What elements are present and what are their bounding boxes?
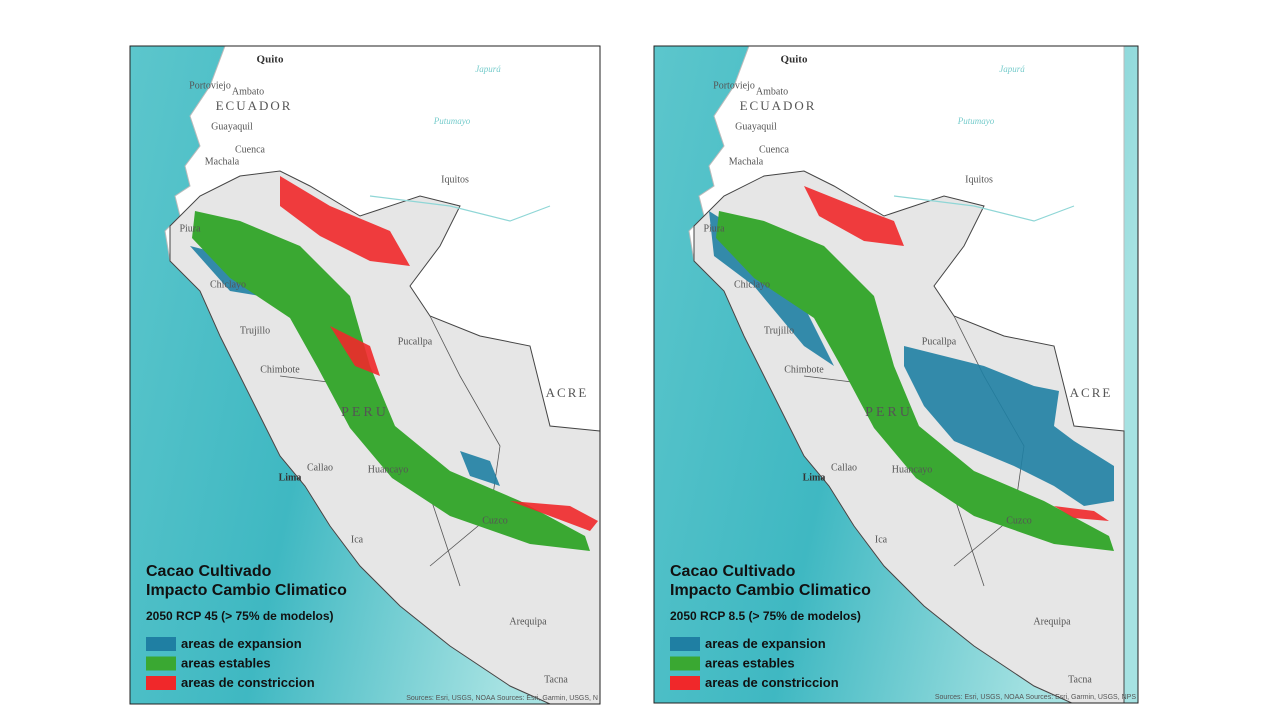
place-label: ECUADOR bbox=[216, 98, 293, 113]
legend-title: Cacao Cultivado bbox=[146, 563, 272, 580]
constriction-area bbox=[330, 326, 380, 376]
place-label: Huancayo bbox=[368, 464, 409, 475]
legend-label: areas estables bbox=[705, 655, 795, 670]
place-label: Pucallpa bbox=[922, 336, 957, 347]
legend-label: areas de constriccion bbox=[705, 675, 839, 690]
place-label: Huancayo bbox=[892, 464, 933, 475]
place-label: Cuenca bbox=[235, 144, 266, 155]
stable-area bbox=[716, 211, 1114, 551]
place-label: Cuzco bbox=[1006, 515, 1032, 526]
legend-subtitle: 2050 RCP 45 (> 75% de modelos) bbox=[146, 609, 334, 623]
river bbox=[369, 195, 551, 222]
place-label: Guayaquil bbox=[735, 121, 777, 132]
place-label: Guayaquil bbox=[211, 121, 253, 132]
legend-swatch bbox=[146, 637, 176, 651]
place-label: Callao bbox=[307, 462, 333, 473]
stable-area bbox=[192, 211, 590, 551]
place-label: Quito bbox=[781, 54, 808, 66]
legend-swatch bbox=[670, 676, 700, 690]
sources: Sources: Esri, USGS, NOAA Sources: Esri,… bbox=[406, 695, 598, 702]
place-label: Tacna bbox=[544, 674, 568, 685]
place-label: Trujillo bbox=[240, 325, 270, 336]
panel-frame bbox=[653, 45, 1139, 704]
place-label: PERU bbox=[341, 405, 389, 420]
place-label: Quito bbox=[257, 54, 284, 66]
border bbox=[429, 315, 501, 567]
place-label: Japurá bbox=[475, 64, 501, 74]
place-label: Cuenca bbox=[759, 144, 790, 155]
place-label: Portoviejo bbox=[189, 80, 231, 91]
place-label: Portoviejo bbox=[713, 80, 755, 91]
place-label: Arequipa bbox=[1033, 616, 1071, 627]
place-label: ECUADOR bbox=[740, 98, 817, 113]
constriction-area bbox=[280, 176, 410, 266]
place-label: Piura bbox=[703, 223, 725, 234]
place-label: Iquitos bbox=[965, 174, 993, 185]
expansion-area bbox=[904, 346, 1114, 506]
place-label: Machala bbox=[205, 156, 240, 167]
place-label: Ica bbox=[351, 534, 364, 545]
place-label: Lima bbox=[803, 472, 826, 483]
place-label: Trujillo bbox=[764, 325, 794, 336]
expansion-area bbox=[460, 451, 500, 486]
place-label: Ica bbox=[875, 534, 888, 545]
legend-title: Impacto Cambio Climatico bbox=[146, 582, 347, 599]
place-label: Lima bbox=[279, 472, 302, 483]
place-label: Ambato bbox=[756, 86, 788, 97]
constriction-area bbox=[510, 501, 598, 531]
legend-subtitle: 2050 RCP 8.5 (> 75% de modelos) bbox=[670, 609, 861, 623]
legend-swatch bbox=[146, 676, 176, 690]
legend-label: areas de constriccion bbox=[181, 675, 315, 690]
place-label: Callao bbox=[831, 462, 857, 473]
place-label: Machala bbox=[729, 156, 764, 167]
place-label: Cuzco bbox=[482, 515, 508, 526]
sources: Sources: Esri, USGS, NOAA Sources: Esri,… bbox=[935, 694, 1136, 701]
legend-swatch bbox=[670, 656, 700, 671]
legend-swatch bbox=[146, 656, 176, 671]
legend-title: Cacao Cultivado bbox=[670, 563, 796, 580]
place-label: Putumayo bbox=[433, 116, 471, 126]
constriction-area bbox=[1054, 506, 1109, 521]
legend-label: areas de expansion bbox=[181, 636, 302, 651]
river bbox=[893, 195, 1075, 222]
place-label: Piura bbox=[179, 223, 201, 234]
place-label: Arequipa bbox=[509, 616, 547, 627]
place-label: Chimbote bbox=[260, 364, 300, 375]
legend-label: areas de expansion bbox=[705, 636, 826, 651]
legend-title: Impacto Cambio Climatico bbox=[670, 582, 871, 599]
place-label: Chiclayo bbox=[734, 279, 770, 290]
place-label: ACRE bbox=[546, 385, 589, 400]
place-label: Japurá bbox=[999, 64, 1025, 74]
place-label: Tacna bbox=[1068, 674, 1092, 685]
place-label: PERU bbox=[865, 405, 913, 420]
legend-label: areas estables bbox=[181, 655, 271, 670]
place-label: Iquitos bbox=[441, 174, 469, 185]
panel-frame bbox=[129, 45, 601, 705]
constriction-area bbox=[804, 186, 904, 246]
place-label: ACRE bbox=[1070, 385, 1113, 400]
place-label: Chiclayo bbox=[210, 279, 246, 290]
legend-swatch bbox=[670, 637, 700, 651]
place-label: Chimbote bbox=[784, 364, 824, 375]
place-label: Putumayo bbox=[957, 116, 995, 126]
place-label: Ambato bbox=[232, 86, 264, 97]
place-label: Pucallpa bbox=[398, 336, 433, 347]
